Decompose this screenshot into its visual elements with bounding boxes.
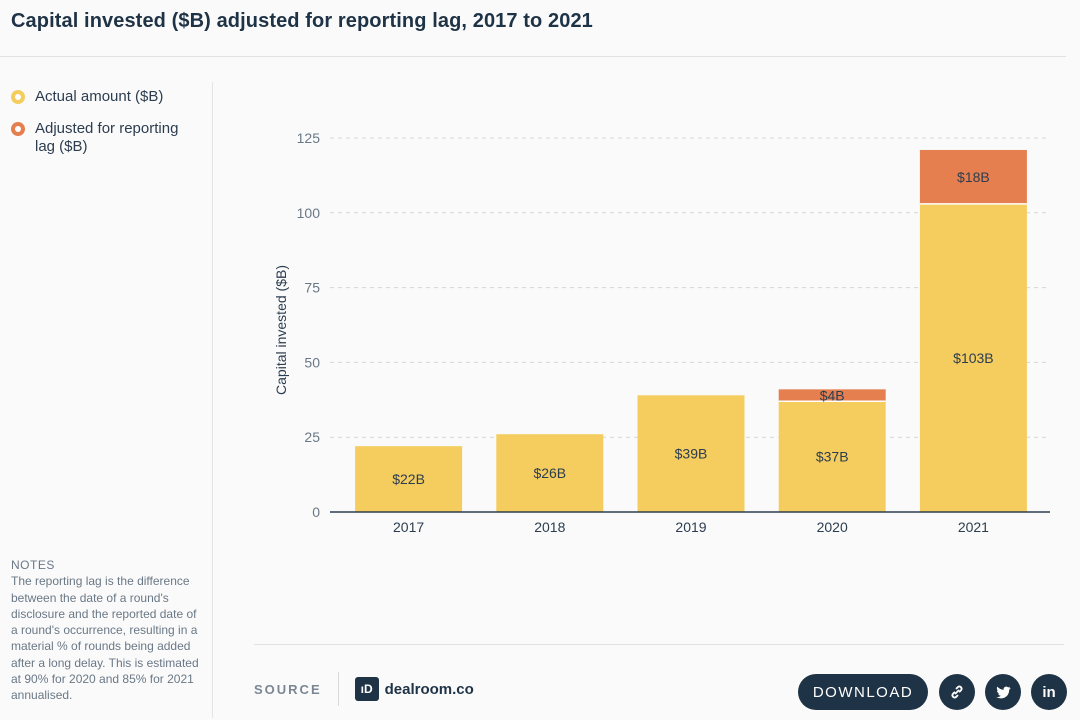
y-tick-label: 125 xyxy=(297,130,321,146)
share-linkedin-button[interactable]: in xyxy=(1031,674,1067,710)
legend: Actual amount ($B) Adjusted for reportin… xyxy=(10,88,200,170)
y-axis-label: Capital invested ($B) xyxy=(273,265,289,395)
legend-swatch-adjusted xyxy=(11,122,25,136)
legend-label-adjusted: Adjusted for reporting lag ($B) xyxy=(35,120,179,155)
y-tick-label: 100 xyxy=(297,205,321,221)
bar-actual xyxy=(355,446,463,512)
bar-adjusted xyxy=(919,149,1027,204)
y-tick-label: 50 xyxy=(304,354,320,370)
linkedin-icon: in xyxy=(1042,683,1056,701)
data-label: $39B xyxy=(675,446,708,462)
x-tick-label: 2021 xyxy=(958,519,989,535)
legend-label-actual: Actual amount ($B) xyxy=(35,88,164,105)
bar-actual xyxy=(637,395,745,512)
title-divider xyxy=(0,56,1066,57)
y-tick-label: 0 xyxy=(312,504,320,520)
x-tick-label: 2019 xyxy=(675,519,706,535)
data-label: $22B xyxy=(392,471,425,487)
bar-actual xyxy=(496,434,604,512)
data-label: $18B xyxy=(957,169,990,185)
x-tick-label: 2018 xyxy=(534,519,565,535)
data-label: $103B xyxy=(953,350,993,366)
notes-text: The reporting lag is the difference betw… xyxy=(11,574,199,703)
y-tick-label: 25 xyxy=(304,429,320,445)
share-link-button[interactable] xyxy=(939,674,975,710)
footer-separator xyxy=(337,672,339,706)
link-icon xyxy=(951,685,963,699)
share-twitter-button[interactable] xyxy=(985,674,1021,710)
x-tick-label: 2017 xyxy=(393,519,424,535)
data-label: $26B xyxy=(533,465,566,481)
source-footer: SOURCE ıD dealroom.co xyxy=(254,672,474,706)
y-tick-label: 75 xyxy=(304,280,320,296)
footer-divider xyxy=(254,644,1064,645)
dealroom-logo-text[interactable]: dealroom.co xyxy=(384,680,474,698)
notes-heading: NOTES xyxy=(11,558,55,572)
bar-chart: 0 25 50 75 100 125 Capital invested ($B) $22B 20… xyxy=(273,130,1050,535)
data-label: $37B xyxy=(816,449,849,465)
bar-actual xyxy=(778,401,886,512)
dealroom-logo-icon: ıD xyxy=(354,677,379,701)
legend-swatch-actual xyxy=(11,90,25,104)
x-tick-label: 2020 xyxy=(817,519,848,535)
sidebar-divider xyxy=(212,82,213,718)
chart-title: Capital invested ($B) adjusted for repor… xyxy=(11,10,593,32)
legend-item-adjusted[interactable]: Adjusted for reporting lag ($B) xyxy=(10,120,200,156)
bar-actual xyxy=(919,203,1027,512)
legend-item-actual[interactable]: Actual amount ($B) xyxy=(10,88,200,106)
data-label: $4B xyxy=(820,387,845,403)
bar-adjusted xyxy=(778,389,886,402)
notes: NOTES The reporting lag is the differenc… xyxy=(11,557,201,704)
twitter-icon xyxy=(996,686,1011,699)
source-label: SOURCE xyxy=(254,681,322,697)
download-button[interactable]: DOWNLOAD xyxy=(798,674,928,710)
